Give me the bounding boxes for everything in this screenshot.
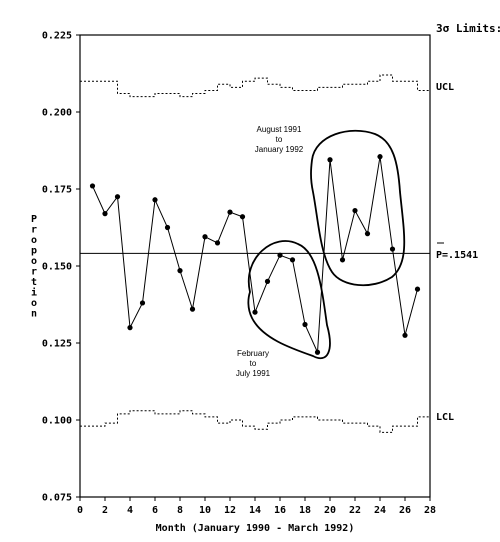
x-tick-label: 24	[374, 505, 386, 516]
x-tick-label: 22	[349, 505, 361, 516]
plot-frame	[79, 34, 431, 498]
annotation-feb-jul-line3: July 1991	[236, 369, 271, 378]
x-tick-label: 2	[102, 505, 108, 516]
y-axis-title-letter: P	[31, 214, 37, 225]
data-point	[239, 214, 246, 220]
limits-title: 3σ Limits:	[436, 22, 500, 35]
y-axis-title-letter: o	[31, 298, 37, 309]
data-point	[339, 257, 346, 263]
ucl-label: UCL	[436, 82, 454, 93]
y-tick-label: 0.200	[42, 108, 72, 119]
data-point	[389, 246, 396, 252]
y-tick-label: 0.175	[42, 185, 72, 196]
x-tick-label: 6	[152, 505, 158, 516]
data-point	[402, 332, 408, 338]
y-axis-title-letter: p	[31, 246, 37, 257]
data-point	[214, 240, 221, 246]
annotation-aug-jan-line2: to	[276, 135, 283, 144]
annotation-aug-jan-line1: August 1991	[257, 125, 302, 134]
x-tick-label: 28	[424, 505, 436, 516]
highlight-loop-1	[310, 129, 406, 287]
data-point	[302, 321, 308, 328]
lcl-label: LCL	[436, 412, 454, 423]
annotation-feb-jul: February to July 1991	[236, 349, 271, 378]
annotation-feb-jul-line1: February	[237, 349, 269, 358]
y-axis: 0.075 0.100 0.125 0.150 0.175 0.200 0.225	[42, 31, 80, 504]
x-tick-label: 26	[399, 505, 411, 516]
x-tick-label: 16	[274, 505, 286, 516]
y-axis-title-letter: n	[31, 309, 37, 320]
x-axis: 0 2 4 6 8 10 12 14 16 18 20 22 24 26 28	[77, 497, 436, 516]
data-point	[202, 234, 208, 240]
data-point	[189, 306, 196, 312]
data-point	[314, 349, 321, 355]
y-axis-title-letter: o	[31, 235, 37, 246]
y-axis-title-letter: i	[31, 287, 37, 299]
data-point	[227, 209, 233, 215]
data-point	[352, 207, 358, 214]
ucl-line	[80, 74, 430, 98]
data-point	[127, 325, 133, 331]
data-point	[152, 197, 158, 203]
x-tick-label: 14	[249, 505, 261, 516]
data-point	[102, 211, 108, 217]
data-point	[377, 154, 383, 160]
annotation-feb-jul-line2: to	[250, 359, 257, 368]
data-point	[364, 231, 371, 237]
data-point	[252, 309, 258, 315]
y-axis-title-letter: r	[31, 225, 37, 236]
data-point	[139, 300, 146, 306]
data-point	[177, 268, 183, 274]
highlight-loop-2	[247, 240, 331, 359]
y-axis-title-letter: o	[31, 256, 37, 267]
data-points	[89, 154, 421, 355]
x-tick-label: 10	[199, 505, 211, 516]
data-point	[327, 157, 333, 163]
data-point	[264, 278, 271, 284]
x-tick-label: 18	[299, 505, 311, 516]
x-tick-label: 8	[177, 505, 183, 516]
x-tick-label: 4	[127, 505, 133, 516]
y-axis-title-letter: r	[31, 267, 37, 278]
y-tick-label: 0.150	[42, 262, 72, 273]
lcl-line	[80, 410, 430, 433]
data-point	[89, 183, 96, 189]
x-tick-label: 0	[77, 505, 83, 516]
x-tick-label: 20	[324, 505, 336, 516]
x-axis-title: Month (January 1990 - March 1992)	[156, 523, 355, 534]
data-point	[414, 286, 421, 292]
y-tick-label: 0.075	[42, 493, 72, 504]
y-tick-label: 0.225	[42, 31, 72, 42]
annotation-aug-jan: August 1991 to January 1992	[255, 125, 304, 154]
y-axis-title-letter: t	[31, 277, 37, 288]
center-line-label: P=.1541	[436, 250, 478, 261]
data-point	[114, 194, 121, 200]
y-tick-label: 0.125	[42, 339, 72, 350]
data-point	[289, 257, 296, 263]
data-point	[277, 252, 283, 258]
x-tick-label: 12	[224, 505, 236, 516]
y-tick-label: 0.100	[42, 416, 72, 427]
data-point	[164, 224, 171, 231]
annotation-aug-jan-line3: January 1992	[255, 145, 304, 154]
